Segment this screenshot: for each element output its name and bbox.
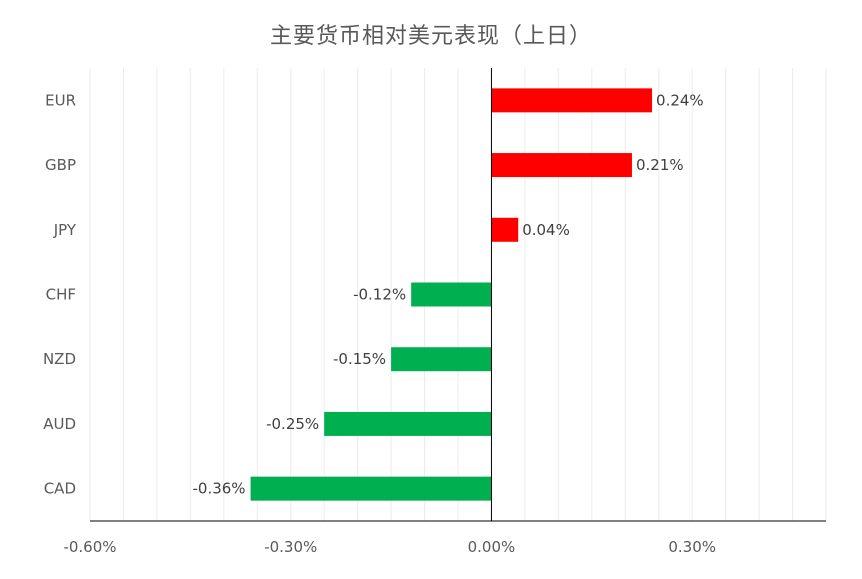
bars (250, 88, 653, 501)
category-label-chf: CHF (46, 286, 76, 304)
labels: EUR 0.24% GBP 0.21% JPY 0.04% CHF -0.12% NZD -0.1… (43, 91, 716, 556)
data-label-eur: 0.24% (656, 91, 704, 109)
x-tick-label: -0.60% (63, 538, 116, 556)
category-label-nzd: NZD (43, 350, 76, 368)
category-label-gbp: GBP (45, 156, 76, 174)
bar-gbp (491, 153, 632, 178)
x-tick-label: 0.30% (668, 538, 716, 556)
bar-eur (491, 88, 653, 113)
x-tick-label: -0.30% (264, 538, 317, 556)
bar-chf (411, 282, 492, 307)
data-label-gbp: 0.21% (636, 156, 684, 174)
category-label-cad: CAD (44, 480, 76, 498)
bar-nzd (391, 347, 492, 372)
data-label-cad: -0.36% (193, 480, 246, 498)
category-label-eur: EUR (45, 91, 76, 109)
data-label-chf: -0.12% (353, 286, 406, 304)
bar-aud (324, 411, 492, 436)
bar-cad (250, 476, 492, 501)
bar-jpy (491, 217, 519, 242)
x-tick-label: 0.00% (468, 538, 516, 556)
data-label-aud: -0.25% (266, 415, 319, 433)
data-label-jpy: 0.04% (522, 221, 570, 239)
data-label-nzd: -0.15% (333, 350, 386, 368)
category-label-jpy: JPY (53, 221, 77, 239)
category-label-aud: AUD (43, 415, 76, 433)
chart-title: 主要货币相对美元表现（上日） (269, 24, 592, 49)
axes (90, 68, 826, 522)
